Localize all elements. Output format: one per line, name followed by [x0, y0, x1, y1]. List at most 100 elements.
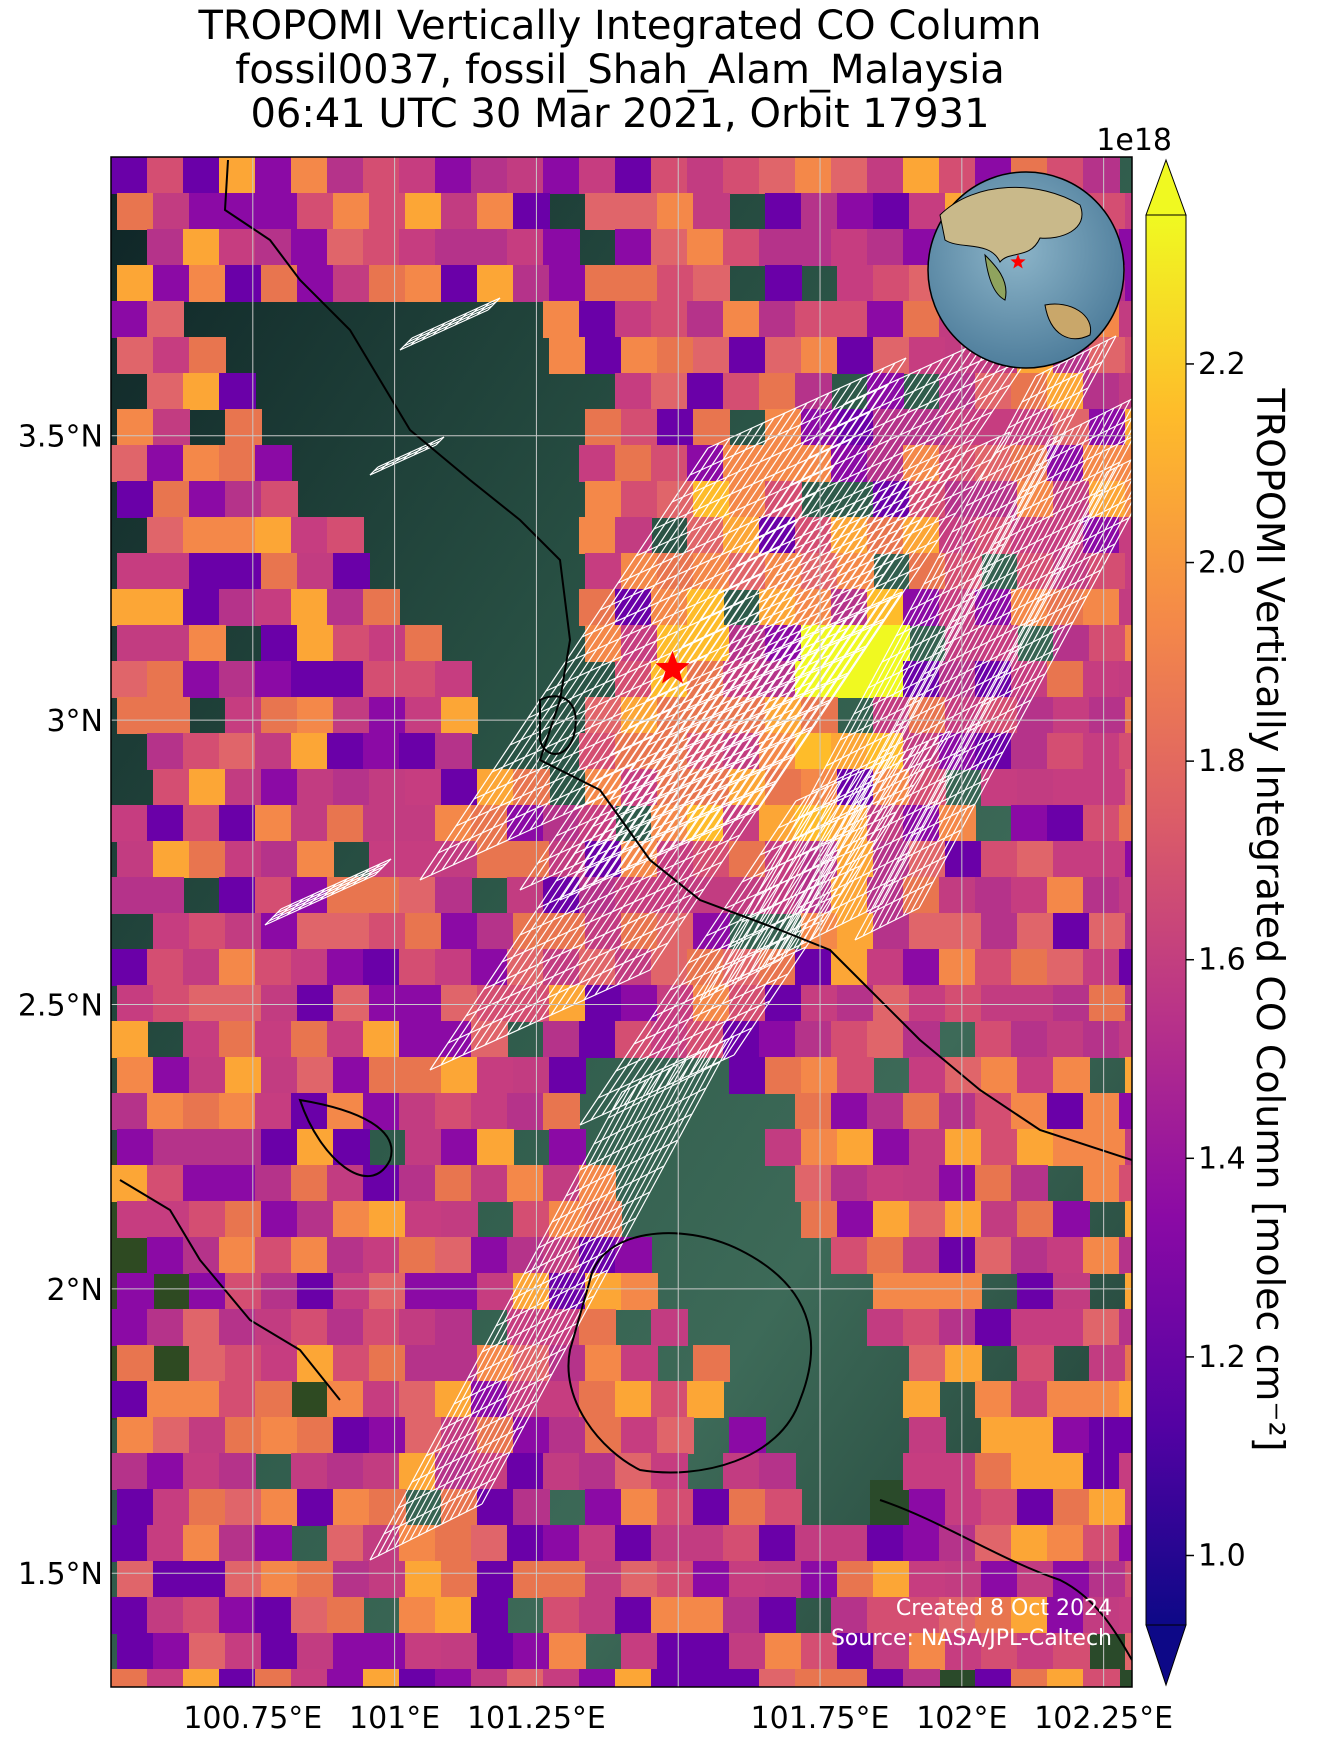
co-pixel: [1011, 1453, 1048, 1490]
co-pixel: [759, 373, 796, 410]
co-pixel: [363, 1237, 400, 1274]
co-pixel: [1119, 1597, 1132, 1634]
co-pixel: [153, 265, 190, 302]
co-pixel: [147, 1525, 184, 1562]
co-pixel: [471, 229, 508, 266]
co-pixel: [579, 1381, 616, 1418]
co-pixel: [255, 1525, 292, 1562]
swath-line: [1050, 543, 1116, 577]
co-pixel: [405, 1057, 442, 1094]
co-pixel: [183, 229, 220, 266]
co-pixel: [219, 229, 256, 266]
co-pixel: [219, 1309, 256, 1346]
co-pixel: [1083, 733, 1120, 770]
co-pixel: [1017, 1129, 1054, 1166]
co-pixel: [327, 805, 364, 842]
co-pixel: [1125, 697, 1132, 734]
co-pixel: [1017, 769, 1054, 806]
swath-line: [383, 1477, 497, 1535]
co-pixel: [1089, 625, 1126, 662]
co-pixel: [153, 193, 190, 230]
co-pixel: [975, 1021, 1012, 1058]
co-pixel: [909, 913, 946, 950]
swath-line: [633, 973, 789, 1045]
co-pixel: [615, 1021, 652, 1058]
co-pixel: [441, 1057, 478, 1094]
swath-line: [909, 643, 1023, 701]
co-pixel: [117, 1489, 154, 1526]
co-pixel: [471, 1525, 508, 1562]
swath-line: [1049, 398, 1132, 441]
swath-line: [565, 1139, 679, 1197]
co-pixel: [261, 913, 298, 950]
co-pixel: [153, 1561, 190, 1598]
co-pixel: [867, 1237, 904, 1274]
co-pixel: [219, 1021, 256, 1058]
co-pixel: [153, 769, 190, 806]
co-pixel: [795, 301, 832, 338]
co-pixel: [549, 1561, 586, 1598]
co-pixel: [975, 877, 1012, 914]
co-pixel: [327, 1021, 364, 1058]
co-pixel: [1083, 661, 1120, 698]
co-pixel: [1083, 877, 1120, 914]
co-pixel: [117, 1345, 154, 1382]
co-pixel: [687, 157, 724, 194]
co-pixel: [513, 1057, 550, 1094]
co-pixel: [579, 1669, 616, 1687]
co-pixel: [729, 1057, 766, 1094]
coastline: [879, 1499, 1132, 1661]
co-pixel: [837, 985, 874, 1022]
co-pixel: [873, 265, 910, 302]
co-pixel: [219, 517, 256, 554]
co-pixel: [621, 985, 658, 1022]
co-pixel: [477, 1489, 514, 1526]
co-pixel: [759, 877, 796, 914]
co-pixel: [333, 625, 370, 662]
co-pixel: [111, 1165, 148, 1202]
co-pixel: [111, 949, 148, 986]
co-pixel: [1053, 697, 1090, 734]
co-pixel: [795, 733, 832, 770]
co-pixel: [1053, 1129, 1090, 1166]
co-pixel: [795, 229, 832, 266]
co-pixel: [945, 913, 982, 950]
colorbar-min-extend-arrow: [1145, 1624, 1187, 1687]
co-pixel: [363, 157, 400, 194]
swath-line: [993, 413, 1075, 455]
co-pixel: [543, 1525, 580, 1562]
co-pixel: [291, 517, 328, 554]
swath-line: [980, 673, 1046, 707]
swath-line: [868, 881, 934, 915]
co-pixel: [1119, 1525, 1132, 1562]
swath-line: [573, 753, 795, 855]
swath-line: [425, 1399, 539, 1457]
co-pixel: [687, 1525, 724, 1562]
co-pixel: [147, 1165, 184, 1202]
swath-line: [579, 1113, 693, 1171]
co-pixel: [261, 1129, 298, 1166]
co-pixel: [189, 769, 226, 806]
co-pixel: [441, 193, 478, 230]
co-pixel: [189, 1561, 226, 1598]
co-pixel: [147, 517, 184, 554]
co-pixel: [471, 1165, 508, 1202]
co-pixel: [549, 1417, 586, 1454]
co-pixel: [225, 1561, 262, 1598]
co-pixel: [507, 1093, 544, 1130]
swath-line: [938, 751, 1004, 785]
co-pixel: [981, 1489, 1018, 1526]
co-pixel: [333, 193, 370, 230]
co-pixel: [723, 1525, 760, 1562]
co-pixel: [261, 1345, 298, 1382]
co-pixel: [729, 841, 766, 878]
co-pixel: [147, 1093, 184, 1130]
co-pixel: [369, 625, 406, 662]
co-pixel: [513, 913, 550, 950]
co-pixel: [1053, 625, 1090, 662]
co-pixel: [333, 913, 370, 950]
co-pixel: [765, 985, 802, 1022]
co-pixel: [225, 1129, 262, 1166]
co-pixel: [1125, 265, 1132, 302]
co-pixel: [399, 1021, 436, 1058]
